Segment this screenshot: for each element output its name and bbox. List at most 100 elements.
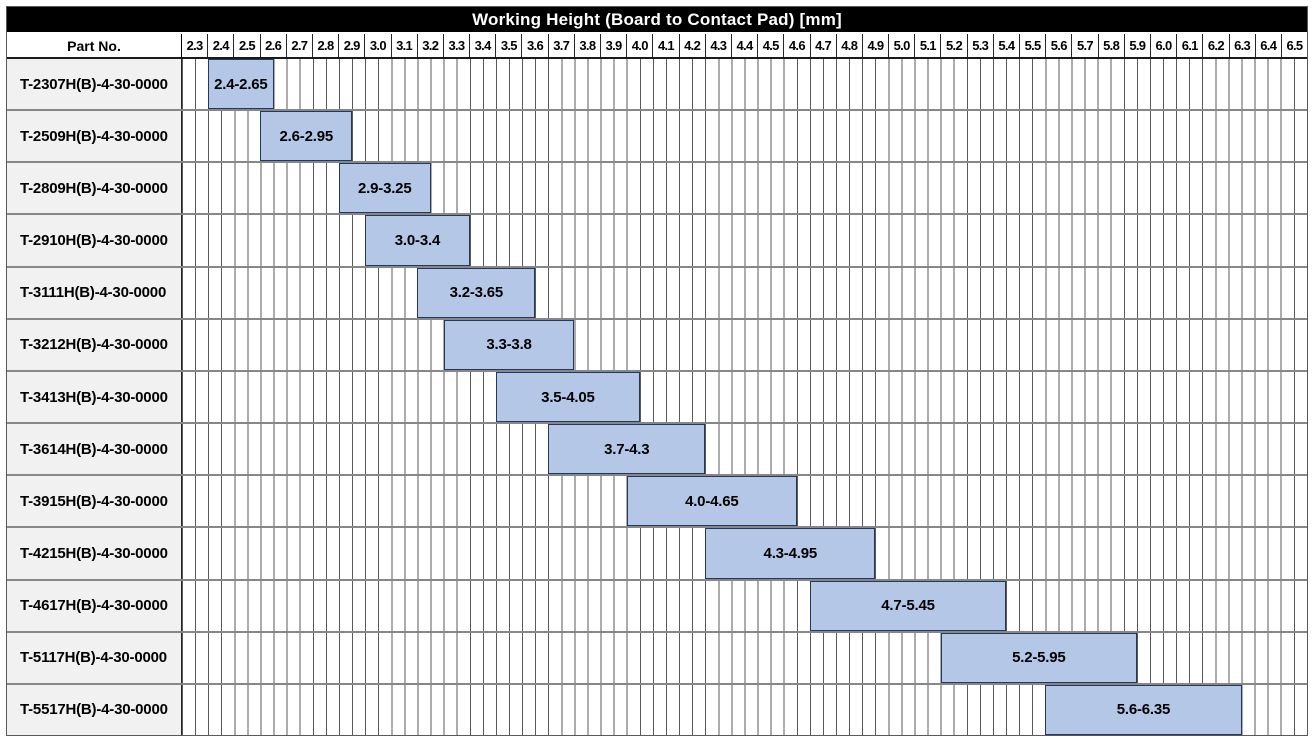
part-number-label: T-3413H(B)-4-30-0000 [7,371,182,423]
axis-tick: 4.1 [653,34,680,57]
axis-tick: 3.8 [575,34,601,57]
row-grid: 5.2-5.95 [182,632,1307,683]
row-grid: 2.6-2.95 [182,111,1307,162]
part-number-label: T-3614H(B)-4-30-0000 [7,424,182,475]
axis-tick: 4.8 [837,34,863,57]
axis-tick: 5.5 [1020,34,1047,57]
row-grid: 3.2-3.65 [182,267,1307,318]
part-number-label: T-2509H(B)-4-30-0000 [7,111,182,162]
axis-tick: 3.1 [392,34,418,57]
row-grid: 2.4-2.65 [182,59,1307,110]
axis-tick: 5.2 [941,34,968,57]
axis-tick: 5.7 [1072,34,1099,57]
working-height-bar: 3.5-4.05 [495,371,640,423]
row-grid: 3.3-3.8 [182,319,1307,370]
axis-tick: 6.5 [1286,38,1303,53]
table-row: T-2509H(B)-4-30-0000 2.6-2.95 [7,109,1307,162]
table-row: T-2910H(B)-4-30-0000 3.0-3.4 [7,213,1307,266]
table-row: T-3413H(B)-4-30-0000 3.5-4.05 [7,369,1307,423]
part-number-label: T-2307H(B)-4-30-0000 [7,59,182,110]
header-row: Part No. 2.3 2.4 2.5 2.6 2.7 2.8 2.9 3.0 3.1 3.2 3… [7,34,1307,59]
working-height-bar: 3.2-3.65 [417,267,536,318]
axis-tick: 3.4 [470,34,497,57]
axis-ticks: 2.3 2.4 2.5 2.6 2.7 2.8 2.9 3.0 3.1 3.2 3.3 3.4 3.5 3… [182,34,1307,57]
axis-tick: 4.0 [627,34,654,57]
axis-tick: 6.0 [1151,34,1178,57]
axis-tick: 6.2 [1203,34,1230,57]
working-height-bar: 3.7-4.3 [548,424,706,475]
working-height-bar: 5.6-6.35 [1045,684,1242,736]
working-height-bar: 2.9-3.25 [338,163,431,214]
axis-tick: 3.9 [601,34,628,57]
axis-tick: 2.8 [313,34,340,57]
part-number-label: T-3915H(B)-4-30-0000 [7,476,182,527]
range-table: Working Height (Board to Contact Pad) [m… [6,6,1308,736]
row-grid: 3.7-4.3 [182,424,1307,475]
axis-tick: 6.1 [1177,34,1204,57]
axis-tick: 5.1 [915,34,942,57]
axis-tick: 4.7 [811,34,837,57]
axis-tick: 3.3 [444,34,471,57]
table-row: T-2809H(B)-4-30-0000 2.9-3.25 [7,161,1307,214]
axis-tick: 2.3 [182,34,209,57]
row-grid: 3.0-3.4 [182,215,1307,266]
axis-tick: 2.9 [339,34,366,57]
axis-tick: 6.3 [1230,34,1256,57]
table-body: T-2307H(B)-4-30-0000 2.4-2.65 T-2509H(B)-4… [7,59,1307,736]
working-height-bar: 3.0-3.4 [365,215,470,266]
axis-tick: 4.2 [680,34,706,57]
axis-tick: 5.8 [1099,34,1125,57]
row-grid: 4.0-4.65 [182,476,1307,527]
table-row: T-4617H(B)-4-30-0000 4.7-5.45 [7,578,1307,631]
row-grid: 4.7-5.45 [182,580,1307,631]
working-height-bar: 4.0-4.65 [626,476,797,527]
table-row: T-3212H(B)-4-30-0000 3.3-3.8 [7,317,1307,370]
table-row: T-3915H(B)-4-30-0000 4.0-4.65 [7,474,1307,527]
working-height-bar: 4.7-5.45 [809,580,1007,631]
part-number-label: T-2910H(B)-4-30-0000 [7,215,182,266]
axis-tick: 2.7 [287,34,313,57]
axis-tick: 3.5 [496,34,523,57]
working-height-bar: 2.6-2.95 [260,111,353,162]
row-grid: 2.9-3.25 [182,163,1307,214]
part-no-header: Part No. [7,34,182,57]
part-number-label: T-3212H(B)-4-30-0000 [7,319,182,370]
chart-title: Working Height (Board to Contact Pad) [m… [7,7,1307,34]
part-number-label: T-4617H(B)-4-30-0000 [7,580,182,631]
axis-tick: 4.5 [758,34,785,57]
row-grid: 3.5-4.05 [182,371,1307,423]
axis-tick: 5.6 [1046,34,1073,57]
axis-tick: 4.6 [784,34,811,57]
table-row: T-4215H(B)-4-30-0000 4.3-4.95 [7,526,1307,579]
axis-tick: 3.0 [365,34,392,57]
axis-tick: 4.3 [706,34,732,57]
table-row: T-3614H(B)-4-30-0000 3.7-4.3 [7,422,1307,475]
axis-tick: 6.4 [1256,34,1282,57]
row-grid: 4.3-4.95 [182,528,1307,579]
axis-tick: 5.4 [994,34,1020,57]
axis-tick: 2.5 [234,34,261,57]
table-row: T-5517H(B)-4-30-0000 5.6-6.35 [7,682,1307,736]
axis-tick: 5.0 [889,34,916,57]
axis-tick: 3.2 [418,34,444,57]
working-height-bar: 4.3-4.95 [705,528,876,579]
row-grid: 5.6-6.35 [182,684,1307,736]
table-row: T-3111H(B)-4-30-0000 3.2-3.65 [7,265,1307,318]
axis-tick: 4.9 [863,34,890,57]
axis-tick: 2.4 [208,34,235,57]
working-height-bar: 2.4-2.65 [208,59,274,110]
part-number-label: T-5517H(B)-4-30-0000 [7,684,182,736]
axis-tick: 3.7 [549,34,575,57]
axis-tick: 5.9 [1125,34,1151,57]
axis-tick: 4.4 [732,34,759,57]
part-number-label: T-5117H(B)-4-30-0000 [7,632,182,683]
axis-tick: 2.6 [261,34,287,57]
working-height-bar: 3.3-3.8 [443,319,575,370]
table-row: T-2307H(B)-4-30-0000 2.4-2.65 [7,59,1307,110]
table-row: T-5117H(B)-4-30-0000 5.2-5.95 [7,630,1307,683]
part-number-label: T-3111H(B)-4-30-0000 [7,267,182,318]
part-number-label: T-4215H(B)-4-30-0000 [7,528,182,579]
axis-tick: 5.3 [968,34,994,57]
axis-tick: 3.6 [522,34,549,57]
